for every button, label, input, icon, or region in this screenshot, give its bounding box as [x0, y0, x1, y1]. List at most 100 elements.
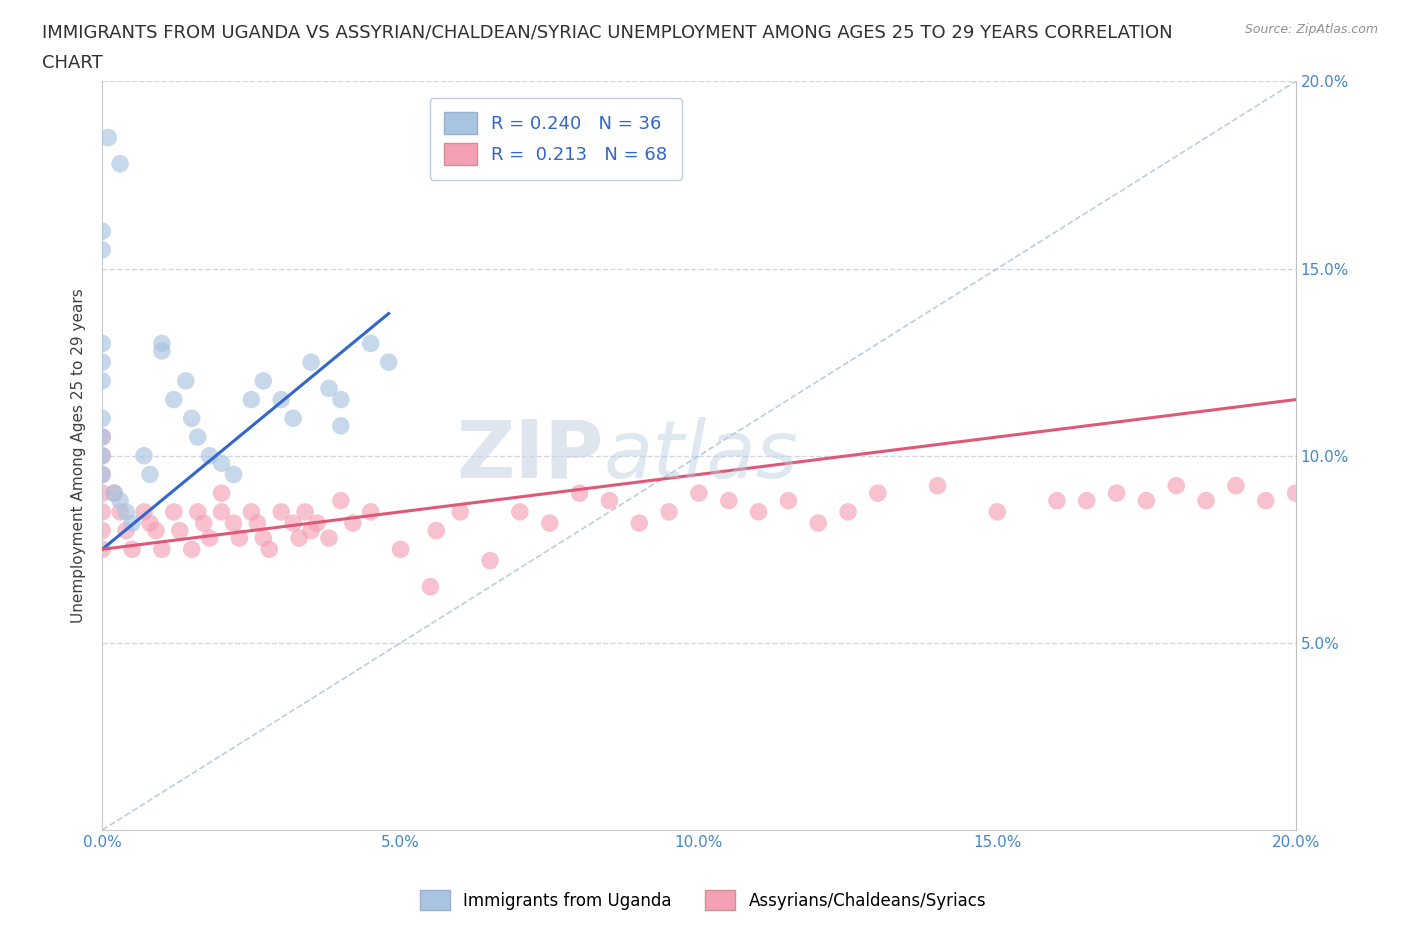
Point	[360, 504, 382, 519]
Point	[360, 336, 382, 351]
Point	[598, 493, 620, 508]
Point	[377, 354, 399, 369]
Point	[240, 392, 263, 407]
Text: IMMIGRANTS FROM UGANDA VS ASSYRIAN/CHALDEAN/SYRIAC UNEMPLOYMENT AMONG AGES 25 TO: IMMIGRANTS FROM UGANDA VS ASSYRIAN/CHALD…	[42, 23, 1173, 41]
Point	[1076, 493, 1098, 508]
Point	[1284, 485, 1306, 500]
Point	[115, 504, 138, 519]
Point	[150, 336, 173, 351]
Point	[342, 515, 364, 530]
Point	[150, 343, 173, 358]
Point	[139, 467, 162, 482]
Point	[778, 493, 800, 508]
Point	[748, 504, 770, 519]
Point	[807, 515, 830, 530]
Point	[97, 130, 120, 145]
Point	[294, 504, 316, 519]
Point	[150, 542, 173, 557]
Point	[180, 411, 202, 426]
Point	[91, 243, 114, 258]
Point	[927, 478, 949, 493]
Point	[1135, 493, 1157, 508]
Point	[193, 515, 215, 530]
Point	[1166, 478, 1188, 493]
Point	[479, 553, 502, 568]
Point	[108, 493, 131, 508]
Point	[108, 504, 131, 519]
Point	[121, 542, 143, 557]
Point	[211, 485, 233, 500]
Point	[318, 381, 340, 396]
Point	[180, 542, 202, 557]
Point	[252, 531, 274, 546]
Point	[121, 515, 143, 530]
Y-axis label: Unemployment Among Ages 25 to 29 years: Unemployment Among Ages 25 to 29 years	[72, 288, 86, 623]
Point	[425, 524, 447, 538]
Point	[103, 485, 125, 500]
Text: CHART: CHART	[42, 54, 103, 72]
Point	[228, 531, 250, 546]
Text: atlas: atlas	[603, 417, 799, 495]
Point	[1254, 493, 1277, 508]
Point	[187, 430, 209, 445]
Point	[211, 456, 233, 471]
Point	[198, 531, 221, 546]
Point	[174, 374, 197, 389]
Point	[986, 504, 1008, 519]
Point	[115, 524, 138, 538]
Point	[91, 485, 114, 500]
Point	[91, 467, 114, 482]
Point	[305, 515, 328, 530]
Point	[91, 430, 114, 445]
Point	[688, 485, 710, 500]
Point	[628, 515, 651, 530]
Point	[91, 430, 114, 445]
Point	[288, 531, 311, 546]
Point	[222, 515, 245, 530]
Point	[1105, 485, 1128, 500]
Point	[222, 467, 245, 482]
Point	[163, 504, 186, 519]
Point	[318, 531, 340, 546]
Point	[91, 524, 114, 538]
Point	[270, 504, 292, 519]
Point	[299, 524, 322, 538]
Point	[187, 504, 209, 519]
Legend: Immigrants from Uganda, Assyrians/Chaldeans/Syriacs: Immigrants from Uganda, Assyrians/Chalde…	[413, 884, 993, 917]
Point	[866, 485, 889, 500]
Point	[91, 336, 114, 351]
Text: ZIP: ZIP	[456, 417, 603, 495]
Point	[329, 493, 352, 508]
Point	[1225, 478, 1247, 493]
Point	[198, 448, 221, 463]
Point	[509, 504, 531, 519]
Point	[132, 504, 155, 519]
Legend: R = 0.240   N = 36, R =  0.213   N = 68: R = 0.240 N = 36, R = 0.213 N = 68	[430, 98, 682, 179]
Point	[163, 392, 186, 407]
Point	[91, 542, 114, 557]
Point	[283, 515, 305, 530]
Point	[1195, 493, 1218, 508]
Point	[568, 485, 591, 500]
Point	[837, 504, 859, 519]
Point	[91, 504, 114, 519]
Point	[449, 504, 471, 519]
Point	[91, 448, 114, 463]
Point	[246, 515, 269, 530]
Point	[139, 515, 162, 530]
Point	[299, 354, 322, 369]
Point	[283, 411, 305, 426]
Point	[91, 448, 114, 463]
Point	[103, 485, 125, 500]
Point	[329, 392, 352, 407]
Point	[717, 493, 740, 508]
Point	[259, 542, 281, 557]
Point	[91, 411, 114, 426]
Point	[389, 542, 412, 557]
Point	[419, 579, 441, 594]
Point	[211, 504, 233, 519]
Point	[91, 224, 114, 239]
Point	[91, 354, 114, 369]
Point	[145, 524, 167, 538]
Point	[132, 448, 155, 463]
